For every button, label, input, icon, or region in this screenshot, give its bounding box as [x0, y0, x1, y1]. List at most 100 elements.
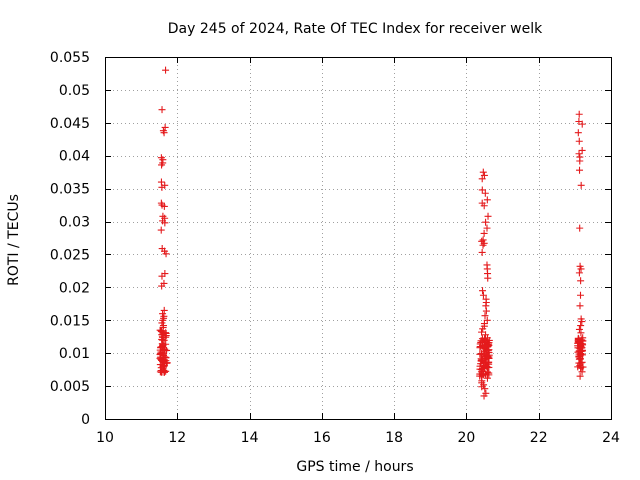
- data-point: [162, 250, 170, 258]
- x-axis-label: GPS time / hours: [296, 459, 413, 475]
- y-tick-label: 0.03: [59, 215, 90, 231]
- data-point: [480, 229, 488, 237]
- data-point: [158, 272, 166, 280]
- data-point: [481, 336, 489, 344]
- data-point: [160, 306, 168, 314]
- grid-lines: [105, 57, 611, 419]
- x-tick-labels: 10 12 14 16 18 20 22 24: [96, 430, 620, 446]
- data-point: [575, 355, 583, 363]
- y-axis-label: ROTI / TECUs: [6, 194, 22, 286]
- data-point: [476, 362, 484, 370]
- data-point: [578, 318, 586, 326]
- data-point: [576, 157, 584, 165]
- data-point: [578, 368, 586, 376]
- data-point: [483, 363, 491, 371]
- data-point: [478, 186, 486, 194]
- data-point: [478, 175, 486, 183]
- data-point: [576, 302, 584, 310]
- data-point: [479, 168, 487, 176]
- data-point: [481, 312, 489, 320]
- data-point: [157, 226, 165, 234]
- x-tick-label: 24: [602, 430, 620, 446]
- data-point: [158, 183, 166, 191]
- data-point: [483, 352, 491, 360]
- y-tick-label: 0.04: [59, 149, 90, 165]
- data-point: [477, 357, 485, 365]
- x-tick-label: 22: [530, 430, 548, 446]
- y-tick-label: 0: [81, 412, 90, 428]
- data-point: [479, 325, 487, 333]
- data-point: [160, 368, 168, 376]
- data-point: [578, 146, 586, 154]
- data-point: [484, 212, 492, 220]
- data-point: [577, 265, 585, 273]
- data-point: [575, 325, 583, 333]
- plot-frame: [105, 57, 612, 420]
- data-point: [483, 196, 491, 204]
- data-point: [578, 120, 586, 128]
- data-point: [577, 277, 585, 285]
- data-point: [483, 224, 491, 232]
- data-point: [480, 202, 488, 210]
- data-point: [482, 218, 490, 226]
- data-point: [157, 343, 165, 351]
- data-point: [479, 287, 487, 295]
- data-point: [478, 328, 486, 336]
- data-point: [479, 241, 487, 249]
- data-point: [576, 354, 584, 362]
- data-point: [577, 181, 585, 189]
- chart-title: Day 245 of 2024, Rate Of TEC Index for r…: [168, 21, 543, 37]
- x-tick-label: 20: [458, 430, 476, 446]
- data-point: [482, 302, 490, 310]
- x-tick-label: 14: [241, 430, 259, 446]
- data-point: [162, 329, 170, 337]
- data-point: [575, 269, 583, 277]
- data-point: [476, 350, 484, 358]
- data-point: [158, 282, 166, 290]
- data-point: [162, 354, 170, 362]
- y-tick-label: 0.045: [50, 116, 90, 132]
- data-point: [476, 372, 484, 380]
- data-point: [575, 347, 583, 355]
- data-point: [481, 385, 489, 393]
- data-point: [481, 189, 489, 197]
- data-point: [480, 343, 488, 351]
- y-tick-label: 0.05: [59, 83, 90, 99]
- data-point: [576, 337, 584, 345]
- data-point: [576, 166, 584, 174]
- data-point: [483, 374, 491, 382]
- y-tick-label: 0.015: [50, 313, 90, 329]
- y-tick-label: 0.005: [50, 379, 90, 395]
- data-point: [485, 369, 493, 377]
- y-tick-label: 0.055: [50, 50, 90, 66]
- data-point: [160, 129, 168, 137]
- y-tick-label: 0.035: [50, 182, 90, 198]
- data-point: [482, 370, 490, 378]
- x-tick-label: 16: [313, 430, 331, 446]
- data-point: [479, 291, 487, 299]
- data-point: [574, 363, 582, 371]
- data-point: [484, 274, 492, 282]
- data-point: [158, 106, 166, 114]
- data-point: [574, 129, 582, 137]
- data-point: [162, 66, 170, 74]
- data-point: [161, 219, 169, 227]
- data-point: [577, 291, 585, 299]
- data-point: [482, 307, 490, 315]
- data-point: [157, 364, 165, 372]
- data-point: [576, 372, 584, 380]
- x-tick-label: 18: [385, 430, 403, 446]
- data-point: [163, 359, 171, 367]
- axis-ticks: [105, 57, 612, 420]
- data-point: [575, 150, 583, 158]
- data-point: [160, 202, 168, 210]
- y-tick-label: 0.01: [59, 346, 90, 362]
- data-point: [575, 137, 583, 145]
- y-tick-label: 0.025: [50, 247, 90, 263]
- x-tick-label: 10: [96, 430, 114, 446]
- data-point: [161, 347, 169, 355]
- data-point: [576, 224, 584, 232]
- y-tick-label: 0.02: [59, 280, 90, 296]
- data-points: [156, 66, 587, 400]
